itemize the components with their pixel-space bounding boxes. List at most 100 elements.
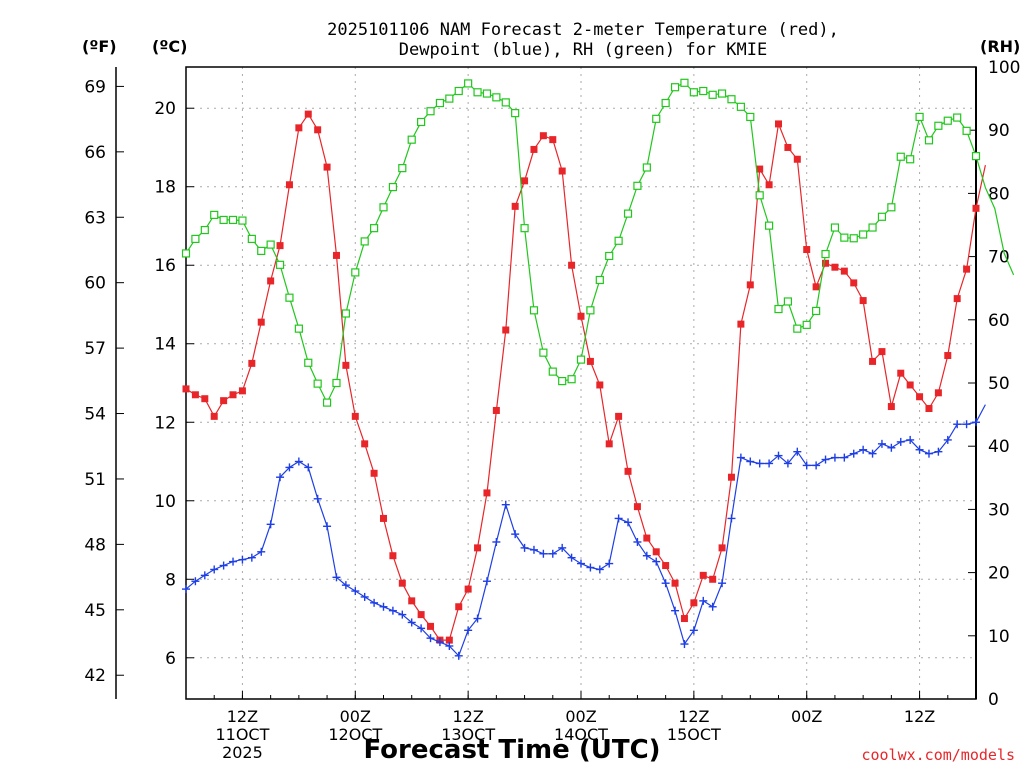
temperature-point	[652, 548, 660, 556]
temperature-point	[596, 381, 604, 389]
dewpoint-point	[868, 449, 877, 458]
dewpoint-point	[323, 522, 332, 531]
rh-point	[219, 215, 228, 225]
dewpoint-point	[972, 418, 980, 427]
temperature-point	[257, 318, 265, 326]
temperature-point	[549, 136, 557, 144]
temperature-point	[558, 167, 566, 175]
rh-point	[708, 90, 717, 99]
dewpoint-point	[906, 435, 915, 444]
temperature-point	[756, 165, 764, 173]
x-axis-label: Forecast Time (UTC)	[363, 735, 660, 765]
temperature-point	[483, 489, 491, 497]
rh-line	[185, 82, 1015, 404]
chart-title-line1: 2025101106 NAM Forecast 2-meter Temperat…	[327, 20, 839, 40]
f-tick-label: 60	[84, 274, 106, 294]
rh-point	[238, 216, 247, 225]
rh-point	[802, 320, 811, 329]
rh-point	[228, 215, 238, 225]
temperature-point	[605, 440, 613, 448]
dewpoint-point	[859, 445, 868, 454]
dewpoint-point	[915, 445, 924, 454]
temperature-point	[511, 202, 519, 210]
temperature-point	[323, 163, 331, 171]
dewpoint-point	[577, 559, 585, 568]
f-tick-label: 54	[84, 405, 106, 425]
dewpoint-point	[887, 443, 896, 452]
rh-point	[896, 152, 905, 161]
temperature-point	[775, 120, 782, 128]
dewpoint-point	[182, 585, 190, 594]
x-tick-label: 12Z	[452, 707, 483, 726]
dewpoint-point	[351, 587, 360, 596]
rh-point	[369, 224, 379, 233]
rh-point	[332, 378, 341, 388]
temperature-point	[746, 281, 754, 289]
rh-point	[605, 251, 614, 261]
dewpoint-point	[962, 420, 971, 429]
rh-point	[567, 375, 576, 384]
rh-point	[764, 221, 774, 230]
dewpoint-point	[539, 549, 548, 558]
dewpoint-point	[877, 439, 886, 448]
temperature-point	[229, 391, 237, 399]
dewpoint-point	[548, 549, 557, 558]
f-tick-label: 69	[84, 77, 106, 97]
rh-point	[351, 268, 360, 277]
x-tick-label: 11OCT	[215, 725, 269, 744]
rh-point	[774, 304, 783, 314]
dewpoint-point	[586, 563, 595, 572]
dewpoint-point	[407, 618, 416, 627]
x-tick-label: 15OCT	[667, 725, 721, 744]
dewpoint-point	[529, 545, 538, 554]
temperature-point	[690, 599, 698, 607]
gridlines	[186, 67, 976, 699]
rh-point	[558, 377, 567, 386]
rh-point	[501, 98, 510, 107]
temperature-point	[191, 391, 199, 399]
rh-tick-label: 60	[988, 311, 1010, 331]
temperature-point	[680, 615, 688, 623]
temperature-point	[718, 544, 726, 552]
temperature-point	[972, 204, 980, 212]
temperature-point	[906, 381, 914, 389]
x-tick-label: 12Z	[227, 707, 258, 726]
rh-point	[322, 398, 332, 407]
fahrenheit-unit-label: (ºF)	[82, 37, 117, 56]
rh-point	[398, 164, 407, 173]
rh-point	[727, 95, 736, 104]
dewpoint-point	[511, 530, 520, 539]
rh-point	[915, 112, 924, 122]
dewpoint-point	[953, 420, 962, 429]
rh-point	[887, 203, 896, 212]
celsius-unit-label: (ºC)	[152, 37, 187, 56]
rh-point	[210, 210, 219, 219]
x-tick-label: 12Z	[678, 707, 709, 726]
rh-point	[341, 309, 350, 318]
f-tick-label: 48	[84, 535, 106, 555]
rh-tick-label: 10	[988, 627, 1010, 647]
rh-tick-label: 80	[988, 184, 1010, 204]
rh-point	[661, 98, 670, 108]
dewpoint-point	[614, 514, 623, 523]
c-tick-label: 12	[154, 413, 176, 433]
rh-point	[840, 233, 849, 242]
rh-tick-label: 20	[988, 564, 1010, 584]
dewpoint-point	[661, 579, 670, 588]
dewpoint-point	[699, 596, 708, 605]
temperature-point	[727, 473, 735, 481]
c-tick-label: 20	[154, 99, 176, 119]
rh-point	[736, 102, 745, 111]
temperature-point	[521, 177, 529, 185]
temperature-point	[464, 585, 472, 593]
credit-text: coolwx.com/models	[861, 746, 1015, 764]
c-tick-label: 18	[154, 178, 176, 198]
temperature-point	[709, 575, 717, 583]
dewpoint-point	[304, 463, 313, 472]
rh-point	[360, 237, 369, 246]
rh-point	[614, 236, 623, 245]
temperature-point	[351, 412, 359, 420]
dewpoint-point	[567, 553, 576, 562]
dewpoint-point	[191, 577, 200, 586]
temperature-point	[963, 265, 971, 273]
